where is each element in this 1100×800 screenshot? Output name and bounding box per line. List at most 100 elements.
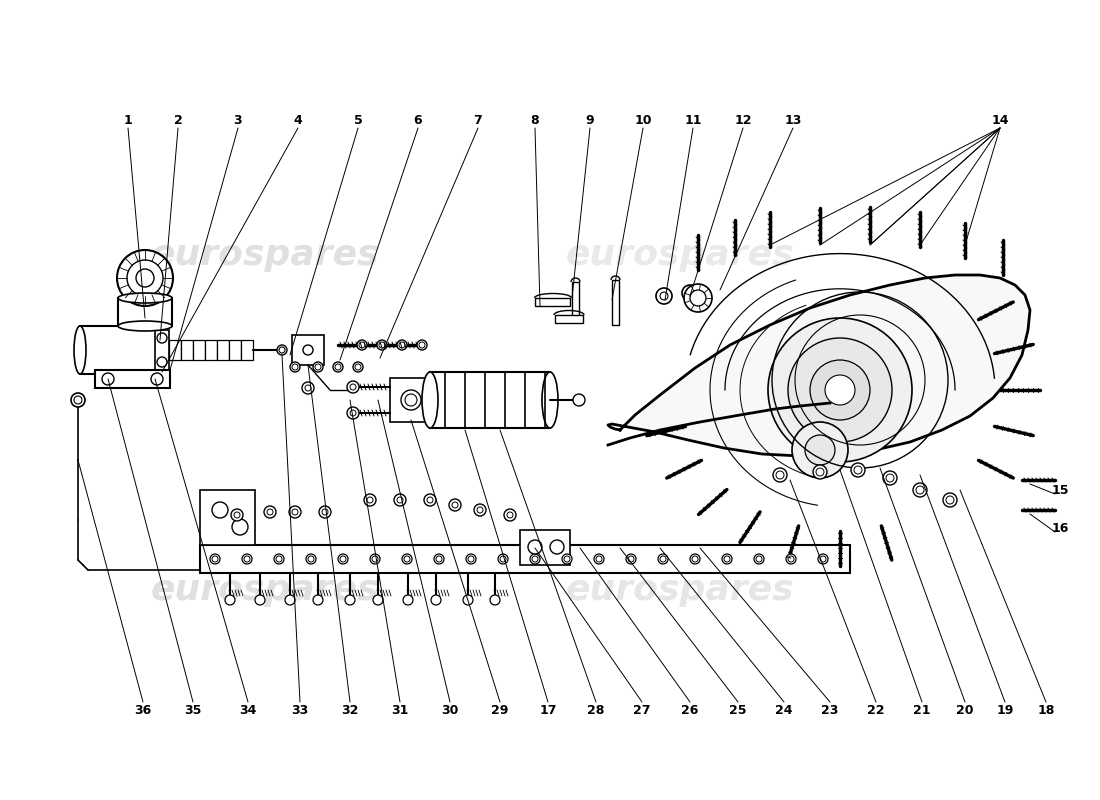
Circle shape — [851, 463, 865, 477]
Circle shape — [658, 554, 668, 564]
Text: 31: 31 — [392, 703, 409, 717]
Text: 22: 22 — [867, 703, 884, 717]
Circle shape — [528, 540, 542, 554]
Circle shape — [463, 595, 473, 605]
Text: 26: 26 — [681, 703, 698, 717]
Ellipse shape — [422, 372, 438, 428]
Bar — [192, 340, 205, 360]
Circle shape — [242, 554, 252, 564]
Circle shape — [810, 360, 870, 420]
Bar — [182, 340, 192, 360]
Text: 12: 12 — [735, 114, 751, 126]
Text: 6: 6 — [414, 114, 422, 126]
Circle shape — [490, 595, 500, 605]
Circle shape — [424, 494, 436, 506]
Circle shape — [417, 340, 427, 350]
Circle shape — [504, 509, 516, 521]
Bar — [118, 298, 172, 326]
Circle shape — [319, 506, 331, 518]
Bar — [572, 282, 579, 322]
Circle shape — [151, 373, 163, 385]
Text: 33: 33 — [292, 703, 309, 717]
Text: 19: 19 — [997, 703, 1014, 717]
Circle shape — [474, 504, 486, 516]
Circle shape — [792, 422, 848, 478]
Text: 34: 34 — [240, 703, 256, 717]
Bar — [80, 326, 160, 374]
Ellipse shape — [74, 326, 86, 374]
Circle shape — [102, 373, 114, 385]
Circle shape — [289, 506, 301, 518]
Text: eurospares: eurospares — [565, 573, 794, 607]
Text: 9: 9 — [585, 114, 594, 126]
Circle shape — [157, 357, 167, 367]
Circle shape — [255, 595, 265, 605]
Circle shape — [883, 471, 896, 485]
Circle shape — [805, 435, 835, 465]
Text: 4: 4 — [294, 114, 302, 126]
Circle shape — [226, 595, 235, 605]
Circle shape — [431, 595, 441, 605]
Circle shape — [277, 345, 287, 355]
Bar — [205, 340, 217, 360]
Bar — [155, 330, 169, 370]
Text: 28: 28 — [587, 703, 605, 717]
Circle shape — [550, 540, 564, 554]
Circle shape — [466, 554, 476, 564]
Bar — [535, 298, 570, 306]
Bar — [200, 545, 850, 573]
Circle shape — [825, 375, 855, 405]
Circle shape — [498, 554, 508, 564]
Text: eurospares: eurospares — [565, 238, 794, 272]
Bar — [612, 280, 619, 325]
Circle shape — [449, 499, 461, 511]
Circle shape — [358, 340, 367, 350]
Circle shape — [212, 502, 228, 518]
Text: 7: 7 — [474, 114, 483, 126]
Circle shape — [690, 554, 700, 564]
Circle shape — [231, 509, 243, 521]
Circle shape — [373, 595, 383, 605]
Text: 25: 25 — [729, 703, 747, 717]
Circle shape — [306, 554, 316, 564]
Circle shape — [397, 340, 407, 350]
Bar — [241, 340, 253, 360]
Circle shape — [346, 381, 359, 393]
Circle shape — [353, 362, 363, 372]
Ellipse shape — [118, 321, 172, 331]
Circle shape — [786, 554, 796, 564]
Ellipse shape — [118, 293, 172, 303]
Polygon shape — [608, 275, 1030, 456]
Circle shape — [345, 595, 355, 605]
Circle shape — [333, 362, 343, 372]
Circle shape — [402, 390, 421, 410]
Circle shape — [377, 340, 387, 350]
Text: 18: 18 — [1037, 703, 1055, 717]
Circle shape — [314, 362, 323, 372]
Text: 36: 36 — [134, 703, 152, 717]
Circle shape — [773, 468, 786, 482]
Bar — [390, 378, 432, 422]
Bar — [217, 340, 229, 360]
Text: 23: 23 — [822, 703, 838, 717]
Circle shape — [394, 494, 406, 506]
Circle shape — [210, 554, 220, 564]
Text: 30: 30 — [441, 703, 459, 717]
Ellipse shape — [542, 372, 558, 428]
Circle shape — [117, 250, 173, 306]
Circle shape — [364, 494, 376, 506]
Text: 29: 29 — [492, 703, 508, 717]
Circle shape — [264, 506, 276, 518]
Circle shape — [285, 595, 295, 605]
Circle shape — [562, 554, 572, 564]
Circle shape — [530, 554, 540, 564]
Text: eurospares: eurospares — [151, 573, 380, 607]
Circle shape — [338, 554, 348, 564]
Text: 24: 24 — [776, 703, 793, 717]
Bar — [520, 530, 570, 565]
Text: 1: 1 — [123, 114, 132, 126]
Text: 8: 8 — [530, 114, 539, 126]
Circle shape — [232, 519, 248, 535]
Text: 35: 35 — [185, 703, 201, 717]
Circle shape — [684, 284, 712, 312]
